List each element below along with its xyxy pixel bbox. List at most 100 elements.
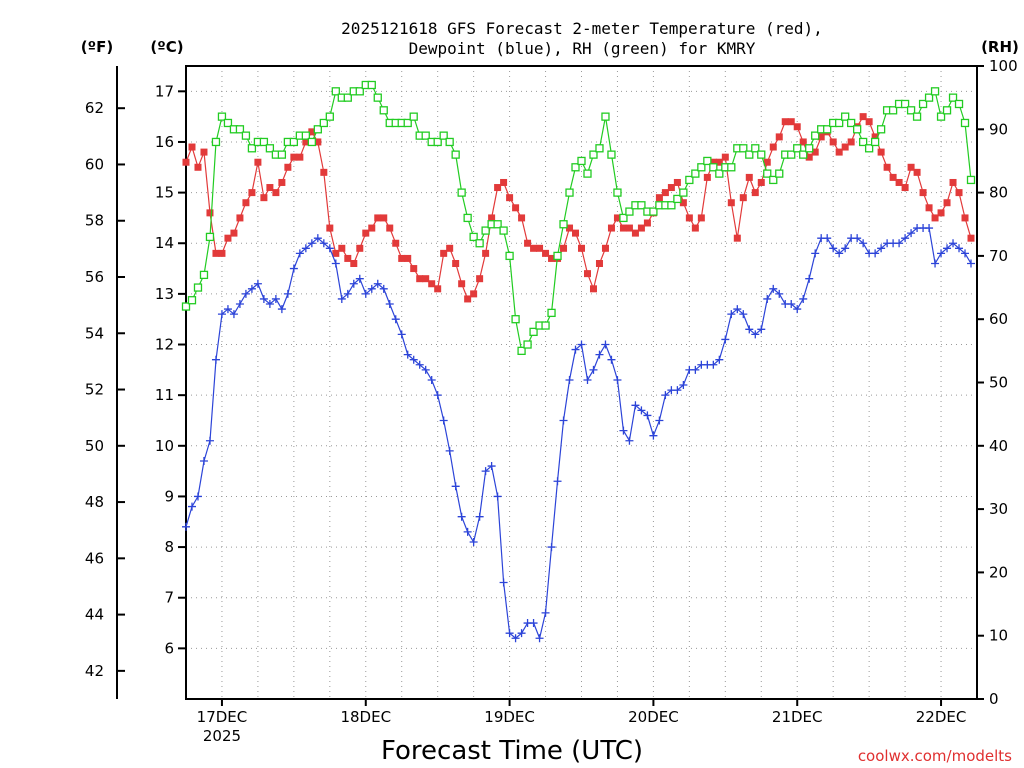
rh-point bbox=[553, 251, 562, 261]
dewpoint-point bbox=[769, 284, 778, 293]
dewpoint-point bbox=[859, 239, 868, 248]
temperature-point bbox=[829, 138, 837, 146]
dewpoint-point bbox=[739, 310, 748, 319]
dewpoint-point bbox=[613, 375, 622, 384]
rh-point bbox=[241, 131, 251, 140]
temperature-point bbox=[416, 275, 424, 283]
rh-point bbox=[876, 125, 886, 134]
rh-point bbox=[193, 283, 203, 292]
dewpoint-point bbox=[247, 284, 256, 293]
rh-point bbox=[493, 220, 502, 229]
dewpoint-point bbox=[775, 289, 784, 298]
rh-point bbox=[607, 150, 616, 159]
rh-point bbox=[637, 201, 646, 210]
temperature-point bbox=[296, 153, 304, 161]
rh-point bbox=[433, 137, 442, 147]
rh-point bbox=[343, 93, 352, 102]
dewpoint-point bbox=[949, 239, 958, 248]
rh-point bbox=[847, 118, 856, 128]
dewpoint-point bbox=[631, 401, 640, 410]
rh-point bbox=[445, 137, 454, 147]
rh-point bbox=[613, 188, 622, 197]
temperature-point bbox=[314, 138, 322, 146]
dewpoint-point bbox=[547, 543, 556, 552]
rh-point bbox=[888, 106, 898, 115]
dewpoint-point bbox=[553, 477, 562, 486]
temperature-point bbox=[218, 249, 226, 257]
dewpoint-point bbox=[595, 350, 604, 359]
temperature-point bbox=[871, 133, 879, 141]
fahrenheit-tick-label: 62 bbox=[85, 99, 104, 117]
rh-tick-label: 60 bbox=[989, 310, 1008, 328]
dewpoint-point bbox=[805, 274, 814, 283]
rh-point bbox=[439, 131, 448, 140]
series-dewpoint bbox=[182, 224, 976, 643]
dewpoint-point bbox=[583, 375, 592, 384]
rh-tick-label: 20 bbox=[989, 563, 1008, 581]
temperature-point bbox=[925, 204, 933, 212]
temperature-point bbox=[787, 118, 795, 126]
rh-point bbox=[481, 226, 490, 235]
rh-point bbox=[757, 150, 766, 159]
dewpoint-point bbox=[541, 608, 550, 617]
temperature-point bbox=[434, 285, 442, 293]
temperature-point bbox=[961, 214, 969, 222]
temperature-point bbox=[949, 178, 957, 186]
rh-point bbox=[936, 112, 946, 121]
rh-point bbox=[870, 137, 880, 147]
rh-point bbox=[235, 125, 245, 134]
dewpoint-point bbox=[493, 492, 502, 501]
rh-point bbox=[505, 251, 514, 261]
temperature-point bbox=[236, 214, 244, 222]
dewpoint-point bbox=[337, 294, 346, 303]
dewpoint-point bbox=[643, 411, 652, 420]
rh-point bbox=[841, 112, 850, 121]
fahrenheit-axis-label: (ºF) bbox=[81, 38, 113, 56]
dewpoint-point bbox=[937, 249, 946, 258]
rh-point bbox=[799, 150, 808, 159]
temperature-point bbox=[703, 173, 711, 181]
dewpoint-point bbox=[787, 300, 796, 309]
temperature-point bbox=[895, 178, 903, 186]
dewpoint-point bbox=[475, 512, 484, 521]
celsius-tick-label: 17 bbox=[155, 82, 174, 100]
temperature-point bbox=[446, 244, 454, 252]
dewpoint-point bbox=[607, 355, 616, 364]
dewpoint-point bbox=[709, 360, 718, 369]
dewpoint-point bbox=[277, 305, 286, 314]
temperature-point bbox=[775, 133, 783, 141]
x-tick-label: 17DEC bbox=[197, 708, 248, 726]
dewpoint-point bbox=[427, 375, 436, 384]
dewpoint-point bbox=[715, 355, 724, 364]
rh-point bbox=[673, 194, 682, 204]
rh-point bbox=[751, 144, 760, 153]
dewpoint-point bbox=[325, 244, 334, 253]
rh-point bbox=[475, 239, 484, 248]
dewpoint-point bbox=[757, 325, 766, 334]
dewpoint-point bbox=[829, 244, 838, 253]
celsius-tick-label: 16 bbox=[155, 133, 174, 151]
temperature-point bbox=[889, 173, 897, 181]
dewpoint-point bbox=[445, 446, 454, 455]
dewpoint-point bbox=[469, 538, 478, 547]
temperature-point bbox=[530, 244, 538, 252]
temperature-point bbox=[272, 189, 280, 197]
temperature-point bbox=[643, 219, 651, 227]
dewpoint-point bbox=[853, 234, 862, 243]
dewpoint-point bbox=[385, 300, 394, 309]
rh-point bbox=[727, 163, 736, 172]
temperature-point bbox=[512, 204, 520, 212]
temperature-point bbox=[302, 138, 310, 146]
celsius-tick-label: 8 bbox=[164, 538, 174, 556]
rh-point bbox=[499, 226, 508, 235]
temperature-point bbox=[613, 214, 621, 222]
rh-point bbox=[745, 150, 754, 159]
rh-point bbox=[858, 137, 868, 147]
dewpoint-point bbox=[721, 335, 730, 344]
dewpoint-point bbox=[811, 249, 820, 258]
rh-point bbox=[265, 144, 275, 153]
temperature-point bbox=[931, 214, 939, 222]
x-axis-label: Forecast Time (UTC) bbox=[381, 736, 643, 766]
rh-tick-label: 50 bbox=[989, 374, 1008, 392]
temperature-point bbox=[248, 189, 256, 197]
